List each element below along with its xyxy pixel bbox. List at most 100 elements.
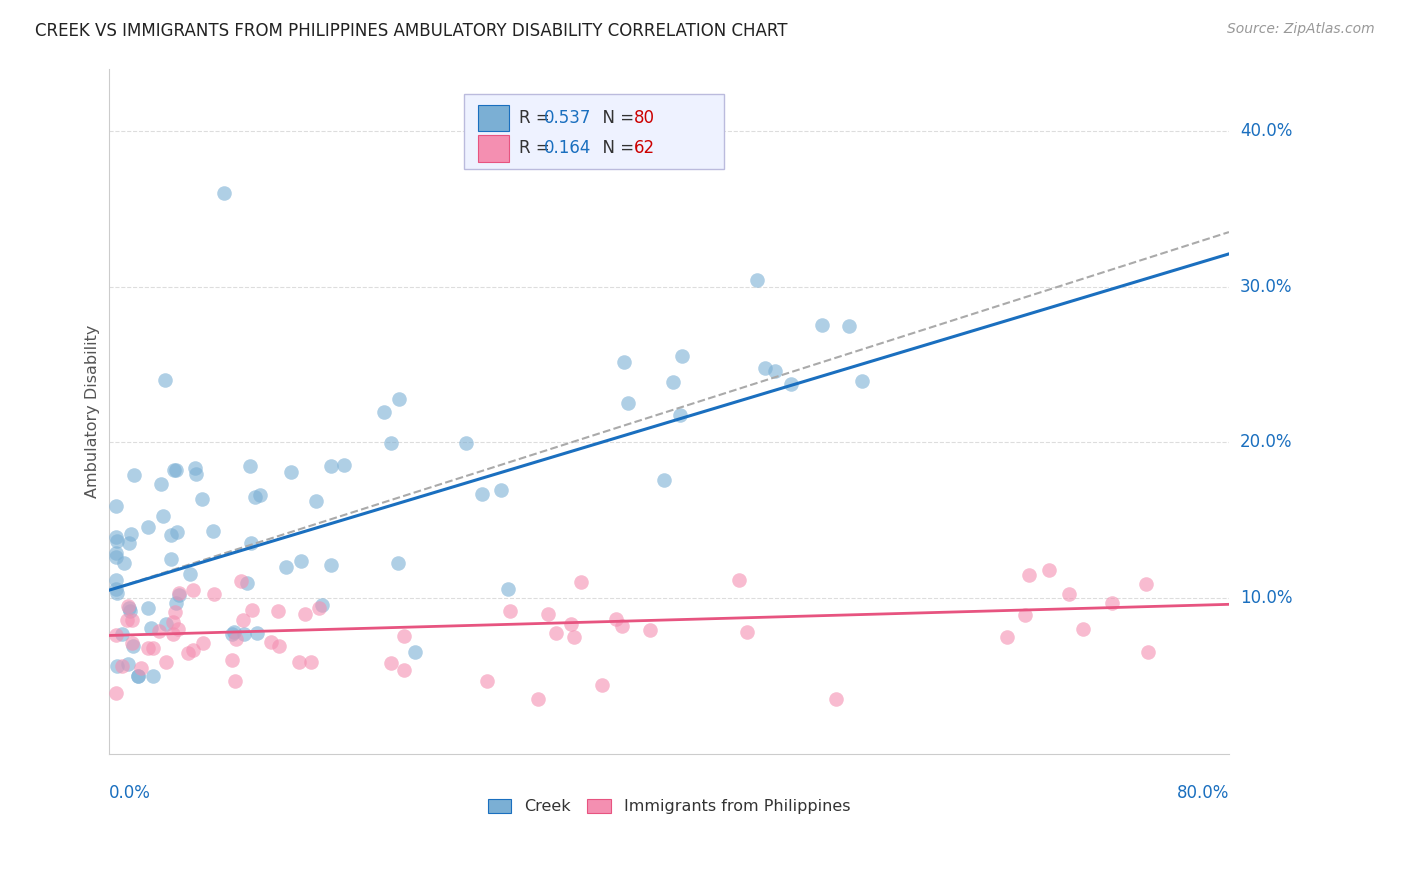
Creek: [851, 374, 873, 388]
Immigrants from Philippines: [562, 630, 585, 644]
Creek: [671, 349, 693, 363]
Creek: [150, 476, 173, 491]
Creek: [160, 527, 183, 541]
Creek: [496, 582, 519, 596]
Creek: [669, 409, 692, 423]
Text: Source: ZipAtlas.com: Source: ZipAtlas.com: [1227, 22, 1375, 37]
Creek: [245, 626, 267, 640]
Immigrants from Philippines: [191, 635, 214, 649]
Text: 0.537: 0.537: [544, 109, 592, 127]
Immigrants from Philippines: [167, 585, 190, 599]
Immigrants from Philippines: [728, 573, 751, 587]
Creek: [111, 627, 134, 641]
Creek: [239, 459, 262, 474]
Creek: [754, 360, 776, 375]
Immigrants from Philippines: [163, 605, 186, 619]
Creek: [112, 556, 135, 570]
Immigrants from Philippines: [240, 603, 263, 617]
Text: 0.164: 0.164: [544, 139, 592, 157]
Creek: [387, 392, 409, 407]
Immigrants from Philippines: [294, 607, 316, 622]
Creek: [122, 639, 145, 653]
Creek: [654, 473, 676, 487]
Creek: [138, 520, 160, 534]
Creek: [191, 492, 214, 507]
Creek: [104, 499, 127, 513]
Immigrants from Philippines: [591, 678, 613, 692]
Immigrants from Philippines: [308, 600, 330, 615]
Immigrants from Philippines: [605, 612, 627, 626]
Creek: [319, 458, 342, 473]
Immigrants from Philippines: [162, 615, 184, 629]
Creek: [222, 625, 245, 640]
Creek: [404, 645, 426, 659]
Immigrants from Philippines: [142, 640, 165, 655]
Creek: [319, 558, 342, 573]
Creek: [117, 535, 139, 549]
Creek: [167, 588, 190, 602]
Immigrants from Philippines: [392, 663, 415, 677]
Immigrants from Philippines: [121, 613, 143, 627]
Creek: [127, 669, 149, 683]
Creek: [810, 318, 832, 332]
Immigrants from Philippines: [392, 629, 415, 643]
Immigrants from Philippines: [638, 623, 661, 637]
Immigrants from Philippines: [288, 655, 311, 669]
Text: N =: N =: [592, 139, 640, 157]
Immigrants from Philippines: [1137, 645, 1160, 659]
Immigrants from Philippines: [824, 692, 846, 706]
Creek: [127, 669, 149, 683]
Creek: [124, 468, 146, 483]
Immigrants from Philippines: [136, 641, 159, 656]
Immigrants from Philippines: [181, 582, 204, 597]
Text: 80.0%: 80.0%: [1177, 784, 1229, 803]
Creek: [160, 551, 183, 566]
Creek: [184, 467, 207, 481]
Creek: [245, 490, 267, 504]
Creek: [105, 658, 128, 673]
Creek: [489, 483, 512, 497]
Creek: [373, 405, 395, 419]
Immigrants from Philippines: [1018, 568, 1040, 582]
Immigrants from Philippines: [995, 630, 1018, 644]
Text: 40.0%: 40.0%: [1240, 122, 1292, 140]
Creek: [236, 575, 259, 590]
Immigrants from Philippines: [232, 614, 254, 628]
Creek: [613, 354, 636, 368]
Creek: [104, 549, 127, 564]
Creek: [212, 186, 235, 201]
Immigrants from Philippines: [225, 632, 247, 647]
Immigrants from Philippines: [1014, 608, 1036, 623]
Creek: [387, 556, 409, 570]
Text: N =: N =: [592, 109, 640, 127]
Immigrants from Philippines: [166, 623, 188, 637]
Creek: [233, 626, 256, 640]
Creek: [165, 463, 187, 477]
Creek: [138, 600, 160, 615]
Immigrants from Philippines: [202, 587, 225, 601]
Creek: [290, 554, 312, 568]
Immigrants from Philippines: [177, 646, 200, 660]
Creek: [838, 318, 860, 333]
Creek: [104, 530, 127, 544]
Text: 80: 80: [634, 109, 655, 127]
Creek: [179, 566, 201, 581]
Text: 62: 62: [634, 139, 655, 157]
Immigrants from Philippines: [569, 574, 592, 589]
Creek: [118, 601, 141, 615]
Creek: [617, 396, 640, 410]
Immigrants from Philippines: [229, 574, 252, 589]
Immigrants from Philippines: [162, 627, 184, 641]
Text: R =: R =: [519, 109, 555, 127]
Creek: [280, 465, 302, 479]
Creek: [155, 616, 177, 631]
Immigrants from Philippines: [537, 607, 560, 621]
Creek: [139, 621, 162, 635]
Text: R =: R =: [519, 139, 555, 157]
Immigrants from Philippines: [155, 656, 177, 670]
Immigrants from Philippines: [299, 655, 322, 669]
Text: 0.0%: 0.0%: [108, 784, 150, 803]
Creek: [104, 573, 127, 587]
Immigrants from Philippines: [1038, 563, 1060, 577]
Immigrants from Philippines: [1135, 577, 1157, 591]
